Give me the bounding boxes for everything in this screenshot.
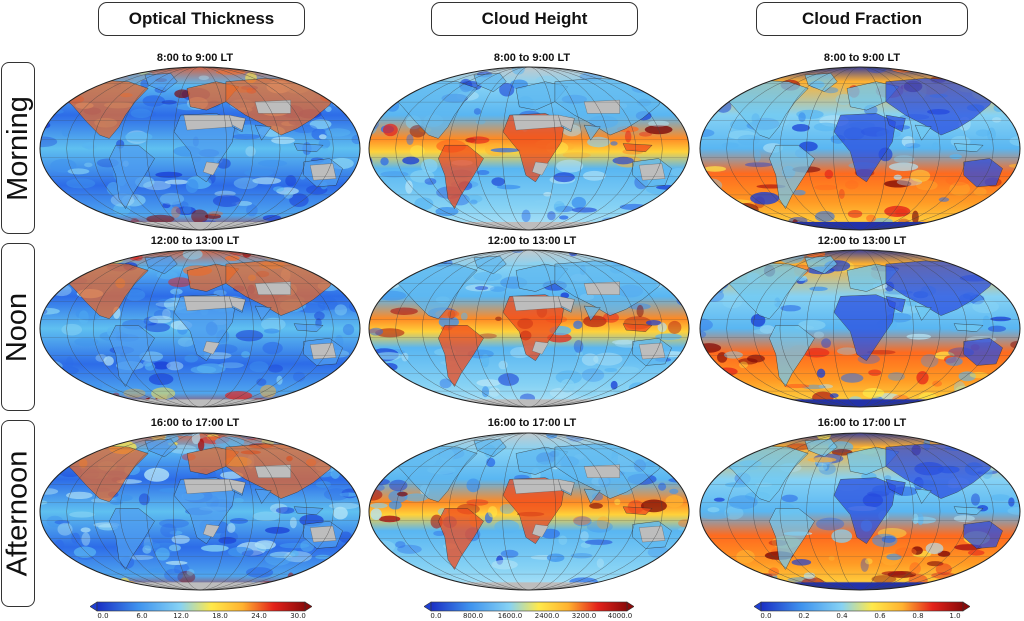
colorbar-cloud-fraction xyxy=(754,601,970,612)
colorbar-tick-label: 0.2 xyxy=(798,612,810,620)
colorbar-tick-label: 800.0 xyxy=(462,612,484,620)
column-title-optical-thickness: Optical Thickness xyxy=(98,2,305,36)
panel-title-cf-morning: 8:00 to 9:00 LT xyxy=(823,52,901,64)
colorbar-tick-label: 0.6 xyxy=(874,612,886,620)
map-optical-thickness-afternoon xyxy=(39,432,361,591)
map-optical-thickness-noon xyxy=(39,249,361,408)
map-cloud-fraction-afternoon xyxy=(699,432,1021,591)
colorbar-tick-label: 6.0 xyxy=(136,612,148,620)
colorbar-tick-label: 18.0 xyxy=(212,612,228,620)
panel-title-ot-afternoon: 16:00 to 17:00 LT xyxy=(150,417,240,429)
colorbar-tick-label: 0.0 xyxy=(97,612,109,620)
colorbar-tick-label: 0.0 xyxy=(430,612,442,620)
column-title-cloud-fraction: Cloud Fraction xyxy=(756,2,968,36)
panel-title-ot-noon: 12:00 to 13:00 LT xyxy=(150,235,240,247)
colorbar-tick-label: 2400.0 xyxy=(534,612,560,620)
panel-title-cf-noon: 12:00 to 13:00 LT xyxy=(817,235,907,247)
colorbar-cloud-height xyxy=(424,601,634,612)
row-label-noon: Noon xyxy=(1,243,35,411)
column-title-cloud-height: Cloud Height xyxy=(431,2,638,36)
map-cloud-fraction-morning xyxy=(699,66,1021,231)
row-label-afternoon: Afternoon xyxy=(1,420,35,607)
colorbar-tick-label: 12.0 xyxy=(173,612,189,620)
row-label-noon-text: Noon xyxy=(1,292,34,362)
colorbar-tick-label: 0.8 xyxy=(912,612,924,620)
map-optical-thickness-morning xyxy=(39,66,361,231)
panel-title-ot-morning: 8:00 to 9:00 LT xyxy=(156,52,234,64)
colorbar-tick-label: 0.0 xyxy=(760,612,772,620)
panel-title-ch-afternoon: 16:00 to 17:00 LT xyxy=(487,417,577,429)
colorbar-tick-label: 4000.0 xyxy=(607,612,633,620)
colorbar-tick-label: 1600.0 xyxy=(497,612,523,620)
colorbar-tick-label: 3200.0 xyxy=(571,612,597,620)
map-cloud-height-noon xyxy=(368,249,690,408)
map-cloud-fraction-noon xyxy=(699,249,1021,408)
colorbar-tick-label: 30.0 xyxy=(290,612,306,620)
panel-title-cf-afternoon: 16:00 to 17:00 LT xyxy=(817,417,907,429)
colorbar-tick-label: 0.4 xyxy=(836,612,848,620)
colorbar-optical-thickness xyxy=(90,601,312,612)
row-label-afternoon-text: Afternoon xyxy=(1,450,34,577)
colorbar-tick-label: 1.0 xyxy=(949,612,961,620)
colorbar-tick-label: 24.0 xyxy=(251,612,267,620)
row-label-morning: Morning xyxy=(1,62,35,234)
row-label-morning-text: Morning xyxy=(1,95,34,201)
map-cloud-height-morning xyxy=(368,66,690,231)
panel-title-ch-morning: 8:00 to 9:00 LT xyxy=(493,52,571,64)
map-cloud-height-afternoon xyxy=(368,432,690,591)
panel-title-ch-noon: 12:00 to 13:00 LT xyxy=(487,235,577,247)
